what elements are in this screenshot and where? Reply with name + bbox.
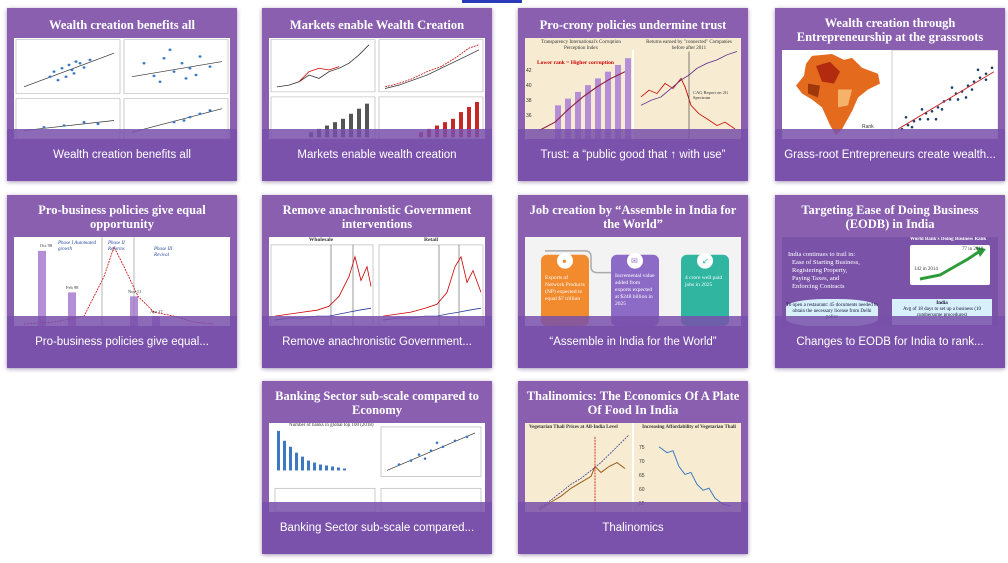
card-caption: Thalinomics: [518, 502, 748, 554]
card-caption: Trust: a “public good that ↑ with use”: [518, 129, 748, 181]
card-grassroots-entrepreneurship[interactable]: Wealth creation through Entrepreneurship…: [775, 8, 1005, 181]
policy-chart-thumbnail: Phase I Automated growth Phase II Reform…: [14, 237, 230, 326]
thali-charts-thumbnail: Vegetarian Thali Prices at All-India Lev…: [525, 423, 741, 512]
card-title: Job creation by “Assemble in India for t…: [529, 203, 737, 231]
card-thalinomics[interactable]: Thalinomics: The Economics Of A Plate Of…: [518, 381, 748, 554]
card-title: Thalinomics: The Economics Of A Plate Of…: [526, 389, 740, 417]
card-caption: Markets enable wealth creation: [262, 129, 492, 181]
bar-label-1: Oct 98: [40, 243, 53, 248]
card-caption: Pro-business policies give equal...: [7, 316, 237, 368]
card-markets-enable-wealth-creation[interactable]: Markets enable Wealth Creation Markets e…: [262, 8, 492, 181]
india-map-thumbnail: Rank: [782, 50, 998, 139]
eodb-rank-2019: 77 in 2019: [962, 247, 984, 252]
wholesale-label: Wholesale: [308, 237, 334, 243]
card-caption: Banking Sector sub-scale compared...: [262, 502, 492, 554]
card-caption: Remove anachronistic Government...: [262, 316, 492, 368]
scatter-plots-thumbnail: [14, 38, 230, 139]
card-banking-sector[interactable]: Banking Sector sub-scale compared to Eco…: [262, 381, 492, 554]
phase2-label: Phase II Reforms: [108, 241, 125, 252]
card-title: Remove anachronistic Government interven…: [282, 203, 472, 231]
phase1-label: Phase I Automated growth: [58, 241, 96, 252]
infographic-thumbnail: ● ✉ ↙ Exports of Network Products (NP) e…: [525, 237, 741, 326]
svg-text:↙: ↙: [702, 257, 709, 266]
bar-label-3: Nov 11: [128, 289, 142, 294]
card-title: Wealth creation benefits all: [49, 18, 195, 32]
corruption-note: Lower rank = Higher corruption: [537, 60, 614, 66]
card-caption: “Assemble in India for the World”: [518, 316, 748, 368]
top-accent-bar: [462, 0, 522, 3]
card-pro-crony-policies[interactable]: Pro-crony policies undermine trust Trans…: [518, 8, 748, 181]
card-title: Pro-business policies give equal opportu…: [38, 203, 206, 231]
card-caption: Changes to EODB for India to rank...: [775, 316, 1005, 368]
thali-affordability-title: Increasing Affordability of Vegetarian T…: [642, 425, 736, 430]
svg-text:●: ●: [562, 257, 567, 266]
infographic-text-2: Incremental value added from exports exp…: [615, 273, 655, 307]
card-title: Banking Sector sub-scale compared to Eco…: [275, 389, 479, 417]
phase3-label: Phase III Revival: [154, 247, 173, 258]
card-caption: Grass-root Entrepreneurs create wealth..…: [775, 129, 1005, 181]
card-wealth-creation-benefits-all[interactable]: Wealth creation benefits all: [7, 8, 237, 181]
svg-text:✉: ✉: [631, 257, 638, 266]
eodb-rank-2014: 142 in 2014: [914, 267, 938, 272]
card-eodb-india[interactable]: Targeting Ease of Doing Business (EODB) …: [775, 195, 1005, 368]
eodb-thumbnail: India continues to trail in: Ease of Sta…: [782, 237, 998, 326]
card-assemble-in-india[interactable]: Job creation by “Assemble in India for t…: [518, 195, 748, 368]
price-charts-thumbnail: Wholesale Retail: [269, 237, 485, 326]
eodb-list: Ease of Starting Business, Registering Pr…: [792, 259, 860, 290]
bar-label-4: Apr 17: [150, 309, 163, 314]
bar-label-2: Feb 98: [66, 285, 79, 290]
banking-charts-thumbnail: Number of banks in global top 100 (2018): [269, 423, 485, 512]
card-title: Wealth creation through Entrepreneurship…: [796, 16, 984, 44]
card-caption: Wealth creation benefits all: [7, 129, 237, 181]
cpi-axis-ticks: 42 40 38 36: [526, 68, 532, 119]
crony-charts-thumbnail: Transparency International's Corruption …: [525, 38, 741, 139]
returns-chart-title: Returns earned by "connected" Companies …: [646, 40, 732, 51]
eodb-rank-chart: 142 in 2014 77 in 2019: [910, 245, 990, 285]
card-title: Pro-crony policies undermine trust: [539, 18, 727, 32]
market-charts-thumbnail: [269, 38, 485, 139]
card-remove-anachronistic-interventions[interactable]: Remove anachronistic Government interven…: [262, 195, 492, 368]
cpi-chart-title: Transparency International's Corruption …: [541, 40, 621, 51]
eodb-chart-title: World Bank's Doing Business Rank: [910, 237, 987, 242]
cag-label: CAG Report on 2G Spectrum: [693, 90, 729, 100]
card-title: Targeting Ease of Doing Business (EODB) …: [801, 203, 979, 231]
eodb-intro: India continues to trail in:: [788, 251, 856, 258]
infographic-text-1: Exports of Network Products (NP) expecte…: [545, 275, 585, 302]
banks-chart-title: Number of banks in global top 100 (2018): [289, 423, 374, 428]
card-pro-business-policies[interactable]: Pro-business policies give equal opportu…: [7, 195, 237, 368]
retail-label: Retail: [423, 237, 439, 243]
thali-prices-title: Vegetarian Thali Prices at All-India Lev…: [529, 425, 618, 430]
card-title: Markets enable Wealth Creation: [289, 18, 465, 32]
map-rank-label: Rank: [862, 124, 874, 130]
infographic-text-3: 4 crore well paid jobs in 2025: [685, 275, 723, 288]
